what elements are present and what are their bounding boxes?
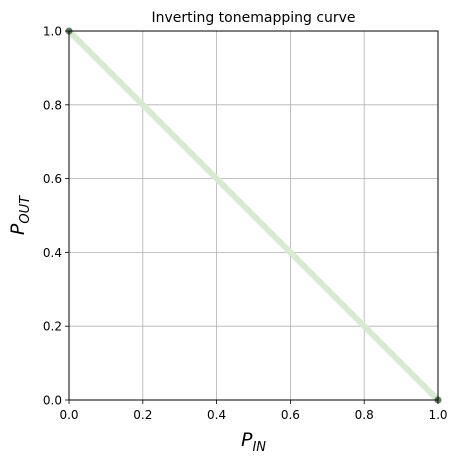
x-tick-label: 0.8	[355, 408, 374, 422]
y-axis-label-main: P	[7, 223, 29, 235]
y-tick-label: 0.6	[43, 172, 62, 186]
x-axis-label: PIN	[241, 429, 266, 455]
y-tick-label: 0.2	[43, 320, 62, 334]
x-tick-label: 0.4	[207, 408, 226, 422]
x-tick-label: 0.6	[281, 408, 300, 422]
x-tick-label: 1.0	[428, 408, 447, 422]
x-axis-ticks: 0.0 0.2 0.4 0.6 0.8 1.0	[59, 400, 448, 422]
chart-title: Inverting tonemapping curve	[151, 10, 355, 26]
y-tick-label: 0.0	[43, 394, 62, 408]
y-axis-label: POUT	[7, 195, 33, 235]
y-axis-ticks: 0.0 0.2 0.4 0.6 0.8 1.0	[43, 25, 69, 408]
grid-lines	[68, 30, 439, 401]
x-axis-label-subscript: IN	[252, 440, 266, 455]
plot-frame	[68, 30, 439, 401]
x-tick-label: 0.0	[59, 408, 78, 422]
x-axis-label-main: P	[241, 429, 253, 451]
series-line	[66, 28, 441, 403]
y-tick-label: 0.8	[43, 98, 62, 112]
y-axis-label-subscript: OUT	[18, 195, 33, 224]
x-tick-label: 0.2	[133, 408, 152, 422]
y-tick-label: 0.4	[43, 246, 62, 260]
y-tick-label: 1.0	[43, 25, 62, 39]
